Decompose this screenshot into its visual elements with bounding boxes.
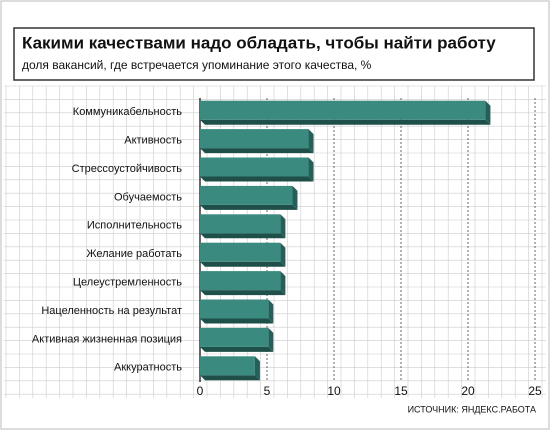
bar-depth <box>200 261 286 267</box>
x-tick-label: 10 <box>327 384 341 398</box>
bar-depth <box>200 176 314 182</box>
y-tick-label: Активная жизненная позиция <box>32 333 182 345</box>
x-tick-label: 15 <box>394 384 408 398</box>
bar-depth <box>485 100 491 125</box>
bar-depth <box>308 157 314 182</box>
bar-depth <box>280 214 286 239</box>
y-tick-label: Коммуникабельность <box>73 106 182 118</box>
bar <box>200 129 309 149</box>
bar-depth <box>200 318 274 324</box>
bar-depth <box>308 129 314 154</box>
bar-depth <box>280 271 286 296</box>
y-tick-label: Стрессоустойчивость <box>72 163 183 175</box>
chart-title: Какими качествами надо обладать, чтобы н… <box>22 33 496 52</box>
bar <box>200 214 281 234</box>
y-tick-label: Аккуратность <box>114 362 182 374</box>
bar-depth <box>280 242 286 267</box>
bar-depth <box>200 346 274 352</box>
bar <box>200 185 293 205</box>
y-tick-label: Исполнительность <box>87 220 182 232</box>
bar-depth <box>200 148 314 154</box>
y-tick-label: Целеустремленность <box>73 277 182 289</box>
bar-depth <box>200 375 260 381</box>
bar-depth <box>292 185 298 210</box>
chart-subtitle: доля вакансий, где встречается упоминани… <box>22 58 372 72</box>
bar-depth <box>268 327 274 352</box>
x-tick-label: 5 <box>264 384 271 398</box>
x-tick-label: 20 <box>461 384 475 398</box>
bar-depth <box>200 290 286 296</box>
x-tick-label: 0 <box>197 384 204 398</box>
bar-depth <box>200 204 298 210</box>
bar <box>200 242 281 262</box>
bar <box>200 271 281 291</box>
bar <box>200 100 486 120</box>
bar-depth <box>200 233 286 239</box>
bar <box>200 327 269 347</box>
title-box <box>13 27 535 81</box>
bar <box>200 356 255 376</box>
bar-depth <box>254 356 260 381</box>
bar-depth <box>200 119 491 125</box>
source: ИСТОЧНИК: ЯНДЕКС.РАБОТА <box>408 404 536 414</box>
bar-depth <box>268 299 274 324</box>
y-tick-label: Обучаемость <box>114 191 182 203</box>
bar <box>200 299 269 319</box>
y-tick-label: Желание работать <box>86 248 182 260</box>
background-grid <box>4 85 546 398</box>
y-tick-label: Активность <box>124 135 182 147</box>
x-tick-label: 25 <box>528 384 542 398</box>
y-tick-label: Нацеленность на результат <box>41 305 182 317</box>
bar <box>200 157 309 177</box>
